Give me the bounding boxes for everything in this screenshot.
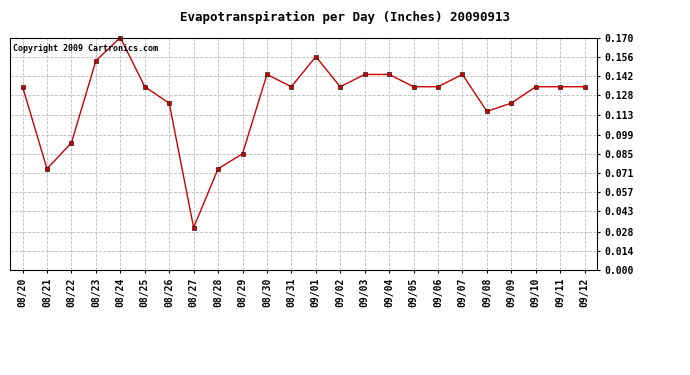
Text: Copyright 2009 Cartronics.com: Copyright 2009 Cartronics.com	[13, 45, 158, 54]
Text: Evapotranspiration per Day (Inches) 20090913: Evapotranspiration per Day (Inches) 2009…	[180, 11, 510, 24]
